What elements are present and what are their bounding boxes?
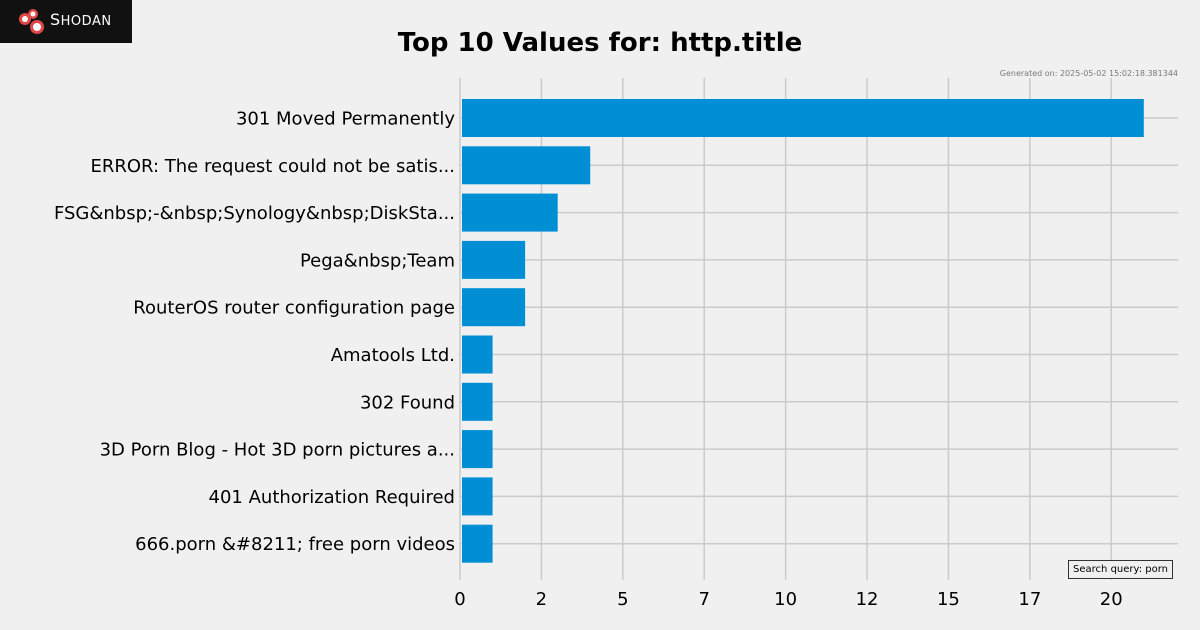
category-label: Amatools Ltd. bbox=[331, 345, 455, 366]
bar bbox=[462, 288, 526, 327]
x-tick-label: 10 bbox=[774, 589, 797, 610]
shodan-logo-text: SHODAN bbox=[50, 10, 112, 29]
x-tick-label: 2 bbox=[536, 589, 547, 610]
x-tick-label: 12 bbox=[856, 589, 879, 610]
x-tick-labels: 0 2 5 7 10 12 15 17 20 bbox=[454, 589, 1122, 610]
category-label: Pega&nbsp;Team bbox=[300, 250, 455, 271]
search-query-box: Search query: porn bbox=[1068, 560, 1173, 579]
x-tick-label: 17 bbox=[1018, 589, 1041, 610]
x-tick-label: 0 bbox=[454, 589, 465, 610]
bars bbox=[462, 99, 1144, 563]
grid-lines bbox=[459, 78, 1178, 580]
bar bbox=[462, 524, 493, 563]
bar bbox=[462, 335, 493, 374]
category-labels: 301 Moved Permanently ERROR: The request … bbox=[54, 109, 455, 556]
bar bbox=[462, 477, 493, 516]
x-tick-label: 5 bbox=[617, 589, 628, 610]
bar bbox=[462, 146, 591, 185]
category-label: FSG&nbsp;-&nbsp;Synology&nbsp;DiskSta... bbox=[54, 203, 455, 224]
x-tick-label: 7 bbox=[698, 589, 709, 610]
category-label: 3D Porn Blog - Hot 3D porn pictures a... bbox=[100, 440, 455, 461]
category-label: ERROR: The request could not be satis... bbox=[90, 156, 455, 177]
category-label: 666.porn &#8211; free porn videos bbox=[135, 534, 455, 555]
bar bbox=[462, 240, 526, 279]
x-tick-label: 20 bbox=[1100, 589, 1123, 610]
bar bbox=[462, 99, 1144, 137]
category-label: 301 Moved Permanently bbox=[236, 109, 455, 130]
shodan-logo-icon bbox=[19, 9, 44, 34]
category-label: 401 Authorization Required bbox=[209, 487, 455, 508]
category-label: RouterOS router configuration page bbox=[133, 298, 455, 319]
bar bbox=[462, 430, 493, 469]
chart-title: Top 10 Values for: http.title bbox=[397, 28, 803, 58]
bar bbox=[462, 382, 493, 421]
shodan-logo: SHODAN bbox=[0, 0, 132, 43]
generated-timestamp: Generated on: 2025-05-02 15:02:18.381344 bbox=[999, 69, 1178, 78]
category-label: 302 Found bbox=[360, 392, 455, 413]
x-tick-label: 15 bbox=[937, 589, 960, 610]
bar bbox=[462, 193, 558, 232]
